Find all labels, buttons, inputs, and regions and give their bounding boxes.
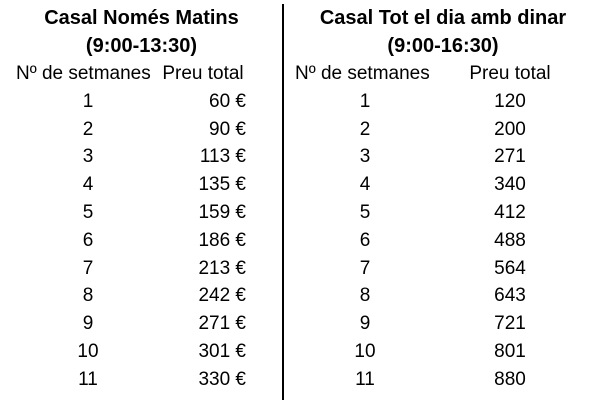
- weeks-cell: 8: [359, 285, 371, 307]
- panel-title-line1: Casal Tot el dia amb dinar: [319, 7, 567, 29]
- price-table-morning: Nº de setmanes Preu total 1 60 €2 90 €3 113…: [0, 60, 283, 394]
- price-cell: 120: [494, 90, 526, 112]
- weeks-cell: 4: [82, 174, 94, 196]
- weeks-cell: 9: [82, 313, 94, 335]
- price-cell: 90 €: [209, 118, 246, 140]
- price-cell: 412: [494, 201, 526, 223]
- price-cell: 880: [494, 368, 526, 390]
- column-header-price: Preu total: [469, 63, 551, 84]
- column-header-weeks: Nº de setmanes: [16, 63, 151, 84]
- weeks-cell: 5: [82, 201, 94, 223]
- weeks-cell: 7: [359, 257, 371, 279]
- vertical-divider: [282, 4, 284, 400]
- price-cell: 200: [494, 118, 526, 140]
- price-cell: 801: [494, 340, 526, 362]
- price-cell: 242 €: [198, 285, 246, 307]
- price-cell: 135 €: [198, 174, 246, 196]
- price-cell: 271 €: [198, 313, 246, 335]
- weeks-cell: 2: [82, 118, 94, 140]
- weeks-cell: 11: [355, 368, 375, 390]
- weeks-cell: 1: [82, 90, 94, 112]
- panel-title-morning: Casal Només Matins (9:00-13:30): [0, 0, 283, 60]
- weeks-cell: 6: [359, 229, 371, 251]
- price-table-fullday: Nº de setmanes Preu total 1 120 2 200 3 271 4 3…: [285, 60, 601, 394]
- weeks-cell: 11: [78, 368, 98, 390]
- panel-title-hours: (9:00-13:30): [85, 35, 198, 57]
- price-cell: 643: [494, 285, 526, 307]
- panel-fullday-casal: Casal Tot el dia amb dinar (9:00-16:30) …: [285, 0, 601, 394]
- weeks-cell: 3: [359, 146, 371, 168]
- weeks-cell: 10: [77, 340, 99, 362]
- price-cell: 721: [494, 313, 526, 335]
- price-cell: 60 €: [209, 90, 246, 112]
- price-cell: 564: [494, 257, 526, 279]
- price-cell: 488: [494, 229, 526, 251]
- weeks-cell: 5: [359, 201, 371, 223]
- price-cell: 186 €: [198, 229, 246, 251]
- column-header-price: Preu total: [162, 63, 244, 84]
- price-cell: 330 €: [198, 368, 246, 390]
- weeks-cell: 9: [359, 313, 371, 335]
- price-cell: 113 €: [199, 146, 246, 168]
- price-cell: 301 €: [198, 340, 246, 362]
- column-header-weeks: Nº de setmanes: [295, 63, 430, 84]
- weeks-cell: 8: [82, 285, 94, 307]
- weeks-cell: 6: [82, 229, 94, 251]
- weeks-cell: 1: [359, 90, 371, 112]
- price-cell: 340: [494, 174, 526, 196]
- price-cell: 213 €: [198, 257, 246, 279]
- panel-title-fullday: Casal Tot el dia amb dinar (9:00-16:30): [285, 0, 601, 60]
- weeks-cell: 3: [82, 146, 94, 168]
- panel-title-hours: (9:00-16:30): [387, 35, 499, 57]
- weeks-cell: 4: [359, 174, 371, 196]
- panel-title-line1: Casal Només Matins: [44, 7, 239, 29]
- weeks-cell: 7: [82, 257, 94, 279]
- price-cell: 271: [494, 146, 526, 168]
- weeks-cell: 10: [354, 340, 376, 362]
- panel-morning-casal: Casal Només Matins (9:00-13:30) Nº de se…: [0, 0, 283, 394]
- price-cell: 159 €: [198, 201, 246, 223]
- weeks-cell: 2: [359, 118, 371, 140]
